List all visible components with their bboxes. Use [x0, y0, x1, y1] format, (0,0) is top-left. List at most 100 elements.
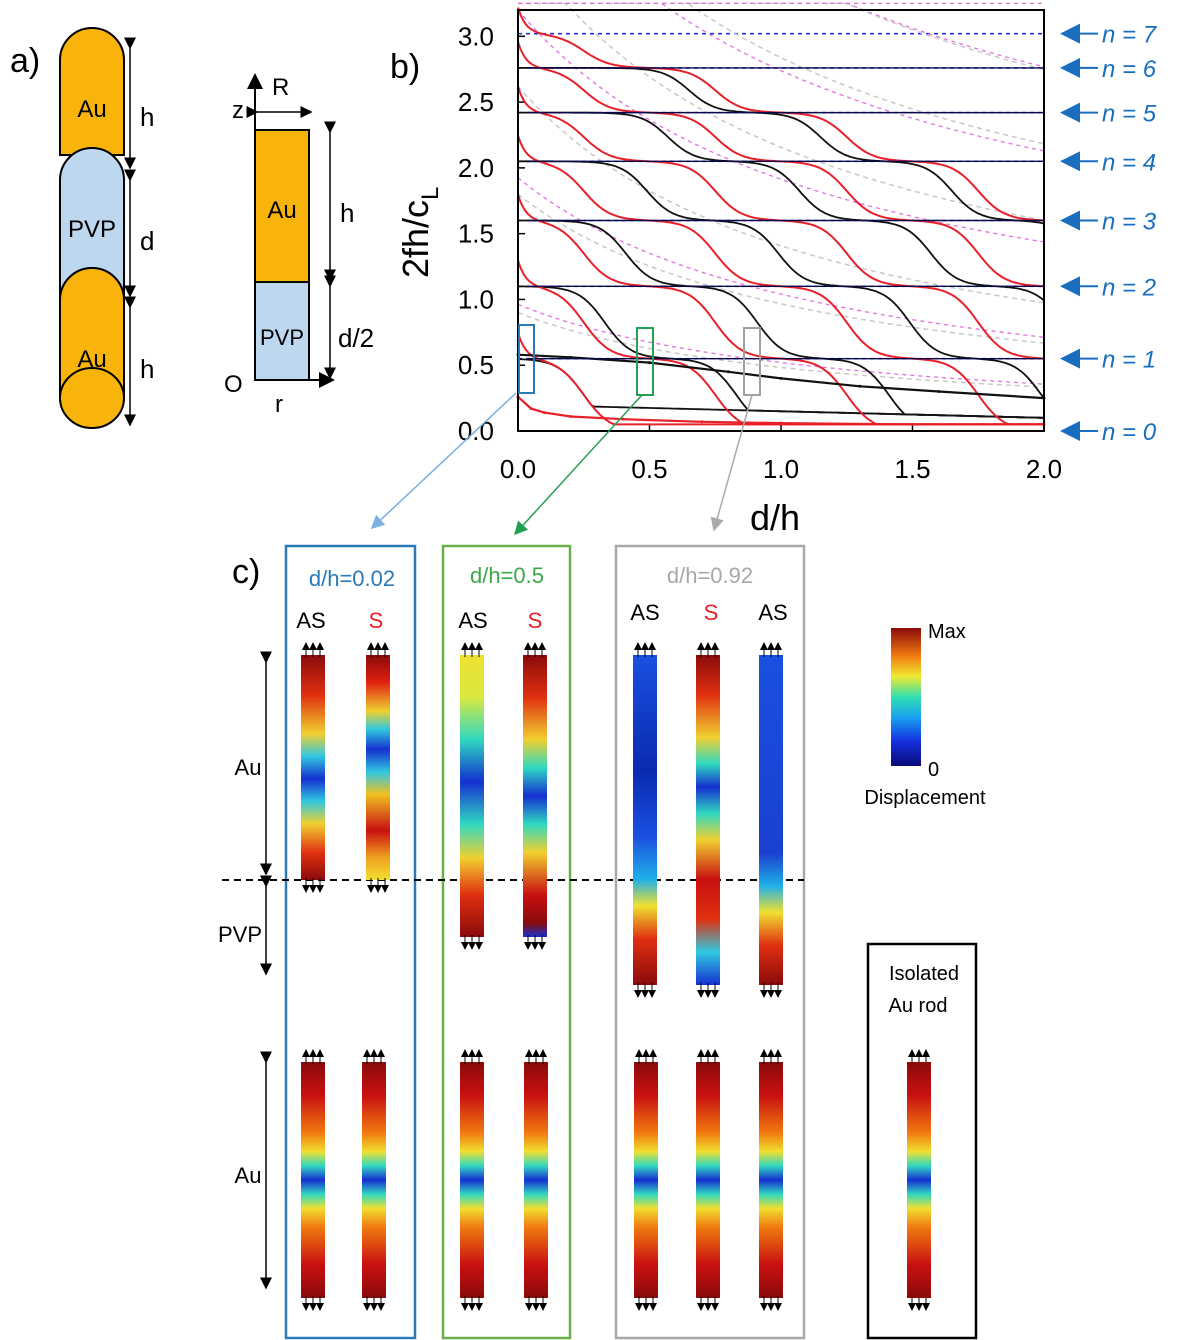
au-rod-top [59, 27, 125, 156]
field-map-s-0.02-upper [366, 655, 390, 880]
red-mode-curve [517, 41, 1045, 288]
x-tick-label: 1.5 [894, 454, 930, 484]
y-tick-label: 1.0 [458, 284, 494, 314]
mode-label: n = 2 [1102, 274, 1156, 301]
plot-frame [517, 9, 1045, 432]
field-map-as2-0.92-upper [759, 655, 783, 985]
dimer-diagram: Au PVP Au h d h [59, 27, 154, 429]
panel-a-label: a) [10, 42, 40, 80]
colorbar-max-label: Max [928, 621, 966, 643]
mode-label: n = 6 [1102, 56, 1157, 83]
data-series-point [858, 384, 862, 388]
mode-label: n = 1 [1102, 347, 1156, 374]
data-series-line [517, 353, 1045, 400]
field-map-s-0.5-lower [524, 1062, 548, 1298]
mode-label: n = 7 [1102, 22, 1158, 49]
red-mode-curve [517, 260, 1044, 426]
field-map-as-0.92-upper [633, 655, 657, 985]
pointer-arrow-green [513, 394, 643, 536]
group-title-0.5: d/h=0.5 [470, 563, 544, 588]
data-series-point [779, 421, 783, 425]
panel-c-label: c) [232, 553, 260, 591]
data-series-point [648, 361, 651, 365]
field-map-s-0.92-lower [696, 1062, 720, 1298]
y-tick-label: 0.5 [458, 350, 494, 380]
mode-labels: n = 7 n = 6 n = 5 n = 4 n = 3 n = 2 n = 1 n = 0 [1060, 22, 1158, 446]
black-mode-curve [518, 219, 1044, 419]
field-map-as2-0.92-lower [759, 1062, 783, 1298]
origin-label: O [224, 371, 243, 398]
data-series-point [937, 390, 941, 394]
x-tick-label: 1.0 [763, 454, 799, 484]
gray-dashed-branch [517, 193, 1045, 344]
group-title-0.02: d/h=0.02 [309, 566, 395, 591]
h-top-label: h [140, 102, 154, 132]
au-rod-bottom-cap [59, 367, 125, 429]
mode-label: n = 4 [1102, 149, 1156, 176]
magenta-dashed-branch [517, 9, 1045, 243]
field-map-as-0.02-upper [301, 655, 325, 880]
plot-area [516, 2, 1046, 432]
half-au-label: Au [267, 197, 296, 224]
field-map-s-0.92-upper [696, 655, 720, 985]
y-axis-label: 2fh/cL [395, 187, 444, 278]
black-mode-curve [518, 111, 1045, 302]
gray-dashed-branch [517, 85, 1045, 304]
black-mode-curve [517, 358, 1044, 419]
gray-dashed-branch [518, 2, 1045, 145]
isolated-rod-box [866, 942, 978, 1340]
magenta-dashed-branch [518, 2, 1045, 152]
field-map-s-0.02-lower [362, 1062, 386, 1298]
y-tick-labels: 0.00.51.01.52.02.53.0 [458, 21, 494, 446]
half-h-label: h [340, 198, 354, 228]
au-top-label: Au [77, 96, 106, 123]
mode-label-s-2: S [528, 608, 543, 633]
data-series-point [700, 420, 704, 424]
red-mode-curve [517, 86, 1045, 360]
group-box-0.02 [284, 544, 417, 1340]
highlight-box-0.92 [743, 327, 761, 396]
x-axis-label: d/h [750, 497, 800, 538]
highlight-box-0.02 [518, 324, 535, 394]
gray-dashed-branch [518, 2, 1045, 71]
panel-c: c) d/h=0.02 d/h=0.5 d/h=0.92 AS S AS S A… [218, 544, 986, 1340]
au-rod-bottom [59, 267, 125, 401]
field-map-as-0.02-lower [301, 1062, 325, 1298]
group-box-0.92 [614, 544, 806, 1340]
gray-dashed-branch [518, 2, 1045, 222]
mode-label-as-2: AS [458, 608, 487, 633]
colorbar-title: Displacement [864, 787, 986, 809]
data-series-point [779, 376, 783, 380]
half-d2-label: d/2 [338, 323, 374, 353]
panel-b: b) 2fh/cL d/h 0.0 0.5 1.0 1.5 2.0 0.0 0.5 1.0 1… [370, 2, 1158, 538]
red-mode-curve [517, 194, 1044, 426]
isolated-label-line1: Isolated [889, 963, 959, 985]
pointer-arrow-gray [710, 394, 753, 532]
mode-label-as-4: AS [758, 600, 787, 625]
z-label: z [232, 97, 244, 124]
x-tick-labels: 0.0 0.5 1.0 1.5 2.0 [500, 454, 1062, 484]
red-mode-curve [517, 135, 1044, 426]
pvp-label: PVP [68, 216, 116, 243]
data-series-point [569, 415, 573, 419]
x-tick-label: 0.5 [631, 454, 667, 484]
field-map-isolated [907, 1062, 931, 1298]
field-map-s-0.5-upper [523, 655, 547, 937]
gray-dashed-branch [517, 311, 1045, 388]
colorbar [891, 628, 921, 766]
field-map-as-0.5-lower [460, 1062, 484, 1298]
field-map-as-0.92-lower [634, 1062, 658, 1298]
colorbar-min-label: 0 [928, 759, 939, 781]
h-bottom-label: h [140, 354, 154, 384]
group-title-0.92: d/h=0.92 [667, 563, 753, 588]
x-tick-label: 0.0 [500, 454, 536, 484]
data-series-point [911, 422, 914, 426]
data-series-point [529, 407, 533, 411]
y-tick-label: 3.0 [458, 21, 494, 51]
mode-label: n = 0 [1102, 419, 1157, 446]
mode-label: n = 5 [1102, 101, 1157, 128]
panel-a: a) Au PVP Au h d h R z Au [10, 27, 374, 429]
mode-label-s-1: S [369, 608, 384, 633]
d-label: d [140, 226, 154, 256]
half-pvp-label: PVP [260, 325, 304, 350]
